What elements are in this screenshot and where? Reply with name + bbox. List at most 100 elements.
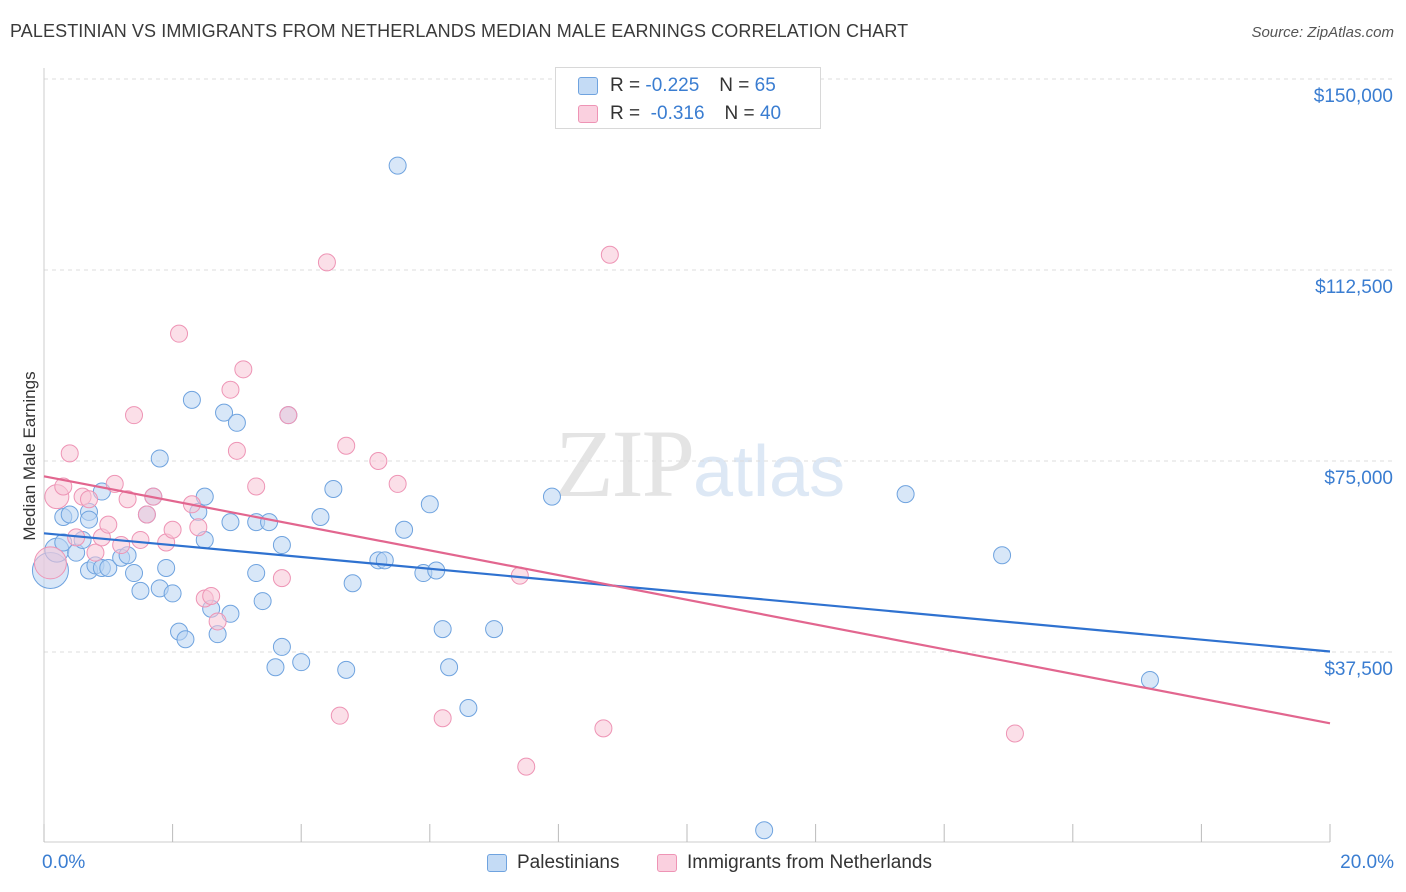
chart-title: PALESTINIAN VS IMMIGRANTS FROM NETHERLAN… [10,21,909,41]
watermark-atlas: atlas [693,432,846,512]
netherlands-point [369,452,388,470]
legend-n-label: N = [719,75,750,96]
netherlands-point [189,518,208,537]
bottom-legend-netherlands: Immigrants from Netherlands [657,852,932,874]
netherlands-point [163,520,182,539]
palestinian-point [896,485,915,504]
netherlands-point [86,543,105,562]
watermark: ZIPatlas [555,408,845,519]
palestinian-point [99,558,118,577]
netherlands-point [170,324,189,343]
legend-n-value: 65 [754,75,776,96]
series-label: Immigrants from Netherlands [687,852,932,873]
palestinian-point [157,558,176,577]
palestinian-point [337,660,356,679]
palestinian-point [253,592,272,611]
netherlands-point [247,477,266,496]
x-tick-label: 20.0% [1340,852,1394,873]
netherlands-point [433,709,452,728]
palestinian-point [176,630,195,649]
palestinian-point [993,546,1012,565]
palestinian-point [247,564,266,583]
netherlands-point [60,444,79,463]
netherlands-point [208,612,227,631]
palestinian-point [459,699,478,718]
legend-swatch-blue [487,854,507,872]
palestinian-point [60,505,79,524]
netherlands-point [137,505,156,524]
palestinian-point [227,413,246,432]
legend: R = -0.225 N = 65 R = -0.316 N = 40 [555,67,821,129]
palestinian-point [755,821,774,840]
legend-r-label: R = [610,75,641,96]
legend-n-label: N = [724,103,755,124]
legend-r-value: -0.316 [650,103,705,124]
palestinian-point [266,658,285,677]
y-tick-label: $37,500 [1324,659,1393,680]
palestinian-point [395,520,414,539]
netherlands-point [330,706,349,725]
palestinian-point [324,480,343,499]
watermark-zip: ZIP [555,410,695,517]
palestinian-point [292,653,311,672]
x-tick-label: 0.0% [42,852,86,873]
palestinian-point [215,403,234,422]
y-tick-label: $150,000 [1313,86,1393,107]
palestinian-point [221,513,240,532]
palestinian-point [433,620,452,639]
netherlands-point [227,441,246,460]
netherlands-point [600,245,619,264]
netherlands-point [1005,724,1024,743]
palestinian-trend-line [43,532,1331,653]
netherlands-point [517,757,536,776]
netherlands-point [594,719,613,738]
palestinian-point [440,658,459,677]
palestinian-point [272,536,291,555]
palestinian-point [125,564,144,583]
palestinian-point [388,156,407,175]
palestinian-point [420,495,439,514]
legend-row-palestinians: R = -0.225 N = 65 [578,73,776,99]
netherlands-point [279,406,298,425]
netherlands-point [131,530,150,549]
legend-n-value: 40 [759,103,782,124]
y-axis-label: Median Male Earnings [20,371,39,541]
y-tick-label: $75,000 [1324,468,1393,489]
palestinian-point [182,390,201,409]
netherlands-trend-line [43,475,1331,725]
palestinian-point [150,449,169,468]
y-tick-label: $112,500 [1315,277,1393,298]
palestinian-point [311,508,330,527]
bottom-legend-palestinians: Palestinians [487,852,619,874]
netherlands-point [202,586,221,605]
netherlands-point [272,569,291,588]
legend-swatch-blue [578,77,598,95]
legend-swatch-pink [578,105,598,123]
netherlands-point [337,436,356,455]
legend-r-label: R = [610,103,641,124]
palestinian-point [163,584,182,603]
legend-r-value: -0.225 [645,75,700,96]
netherlands-point [388,474,407,493]
source-label: Source: ZipAtlas.com [1251,24,1394,41]
netherlands-point [80,490,99,509]
netherlands-point [234,360,253,379]
palestinian-point [260,513,279,532]
legend-row-netherlands: R = -0.316 N = 40 [578,101,781,127]
netherlands-point [125,406,144,425]
netherlands-point [317,253,336,272]
palestinian-point [542,487,561,506]
netherlands-point [118,490,137,509]
series-label: Palestinians [517,852,620,873]
palestinian-point [1140,671,1159,690]
palestinian-point [485,620,504,639]
palestinian-point [131,581,150,600]
netherlands-point [221,380,240,399]
netherlands-point [54,477,73,496]
palestinian-point [343,574,362,593]
netherlands-point [99,515,118,534]
legend-swatch-pink [657,854,677,872]
palestinian-point [272,637,291,656]
netherlands-point [33,546,67,580]
